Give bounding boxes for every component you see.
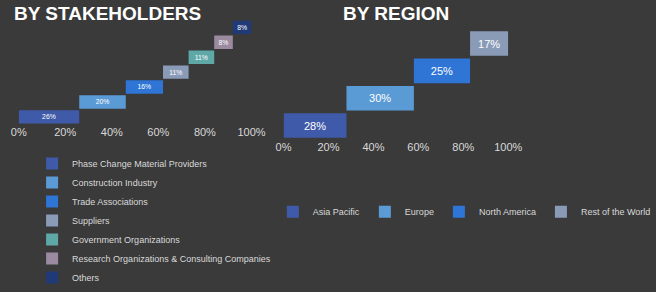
svg-text:Rest of the World: Rest of the World [581, 207, 650, 217]
svg-text:16%: 16% [138, 83, 152, 90]
svg-text:17%: 17% [478, 38, 500, 50]
svg-text:BY REGION: BY REGION [343, 3, 449, 24]
svg-text:100%: 100% [237, 126, 265, 138]
svg-text:8%: 8% [219, 39, 229, 46]
svg-text:20%: 20% [54, 126, 76, 138]
svg-text:Asia Pacific: Asia Pacific [313, 207, 360, 217]
svg-text:Construction Industry: Construction Industry [72, 178, 158, 188]
svg-text:Research Organizations & Consu: Research Organizations & Consulting Comp… [72, 254, 271, 264]
svg-text:20%: 20% [317, 141, 339, 153]
svg-text:11%: 11% [195, 54, 208, 61]
svg-text:Trade Associations: Trade Associations [72, 197, 148, 207]
svg-text:8%: 8% [237, 24, 247, 31]
svg-text:28%: 28% [304, 120, 326, 132]
svg-text:60%: 60% [147, 126, 169, 138]
svg-text:20%: 20% [96, 98, 110, 105]
svg-text:Government Organizations: Government Organizations [72, 235, 180, 245]
svg-text:0%: 0% [11, 126, 27, 138]
svg-text:North America: North America [479, 207, 536, 217]
svg-text:25%: 25% [431, 65, 453, 77]
svg-text:Phase Change Material Provider: Phase Change Material Providers [72, 159, 207, 169]
svg-text:Suppliers: Suppliers [72, 216, 110, 226]
svg-text:40%: 40% [362, 141, 384, 153]
svg-text:30%: 30% [369, 92, 391, 104]
svg-text:40%: 40% [101, 126, 123, 138]
svg-text:Europe: Europe [405, 207, 434, 217]
svg-text:11%: 11% [169, 69, 182, 76]
svg-text:BY STAKEHOLDERS: BY STAKEHOLDERS [14, 3, 201, 24]
svg-text:80%: 80% [194, 126, 216, 138]
svg-text:100%: 100% [494, 141, 522, 153]
svg-text:0%: 0% [276, 141, 292, 153]
svg-text:Others: Others [72, 273, 100, 283]
svg-text:26%: 26% [42, 113, 56, 120]
svg-text:80%: 80% [452, 141, 474, 153]
svg-text:60%: 60% [407, 141, 429, 153]
